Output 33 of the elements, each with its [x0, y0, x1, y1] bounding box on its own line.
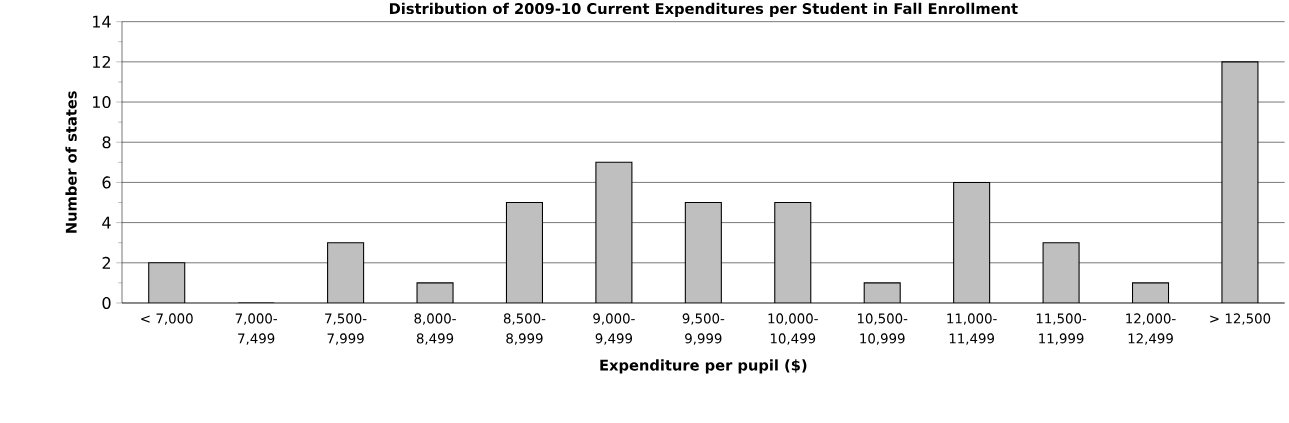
x-tick-label: 11,000-11,499 — [947, 313, 997, 345]
bar — [327, 242, 365, 303]
y-tick-label: 12 — [93, 55, 110, 68]
x-tick-label: 7,500-7,999 — [325, 313, 367, 345]
x-tick-label: > 12,500 — [1210, 313, 1271, 325]
bar — [148, 262, 186, 303]
y-tick-label: 14 — [93, 15, 111, 28]
x-tick-label: 8,000-8,499 — [414, 313, 456, 345]
x-tick-label: 10,500-10,999 — [857, 313, 908, 345]
x-tick-label: 11,500-11,999 — [1036, 313, 1087, 345]
x-tick-label: < 7,000 — [141, 313, 193, 325]
chart-title: Distribution of 2009-10 Current Expenditures per Student in Fall Enrollment — [389, 2, 1018, 17]
bar — [774, 201, 812, 303]
x-tick-label: 9,500-9,999 — [682, 313, 725, 345]
x-tick-label: 7,000-7,499 — [235, 313, 277, 345]
x-tick-label: 9,000-9,499 — [593, 313, 635, 345]
x-tick-label: 8,500-8,999 — [503, 313, 546, 345]
y-tick-label: 0 — [102, 296, 111, 310]
bar — [595, 161, 633, 303]
y-tick-label: 10 — [93, 95, 111, 109]
y-tick-label: 2 — [102, 256, 111, 269]
bar — [1221, 61, 1259, 303]
bar — [953, 181, 991, 303]
x-axis-title: Expenditure per pupil ($) — [600, 359, 807, 374]
bar — [505, 201, 544, 303]
y-tick-label: 6 — [102, 176, 111, 189]
y-axis-title: Number of states — [65, 91, 77, 233]
y-tick-label: 8 — [102, 136, 111, 149]
y-tick-label: 4 — [102, 216, 111, 229]
x-tick-label: 10,000-10,499 — [768, 313, 818, 345]
bar — [684, 201, 722, 303]
x-tick-label: 12,000-12,499 — [1126, 313, 1176, 345]
bar — [1042, 242, 1080, 303]
